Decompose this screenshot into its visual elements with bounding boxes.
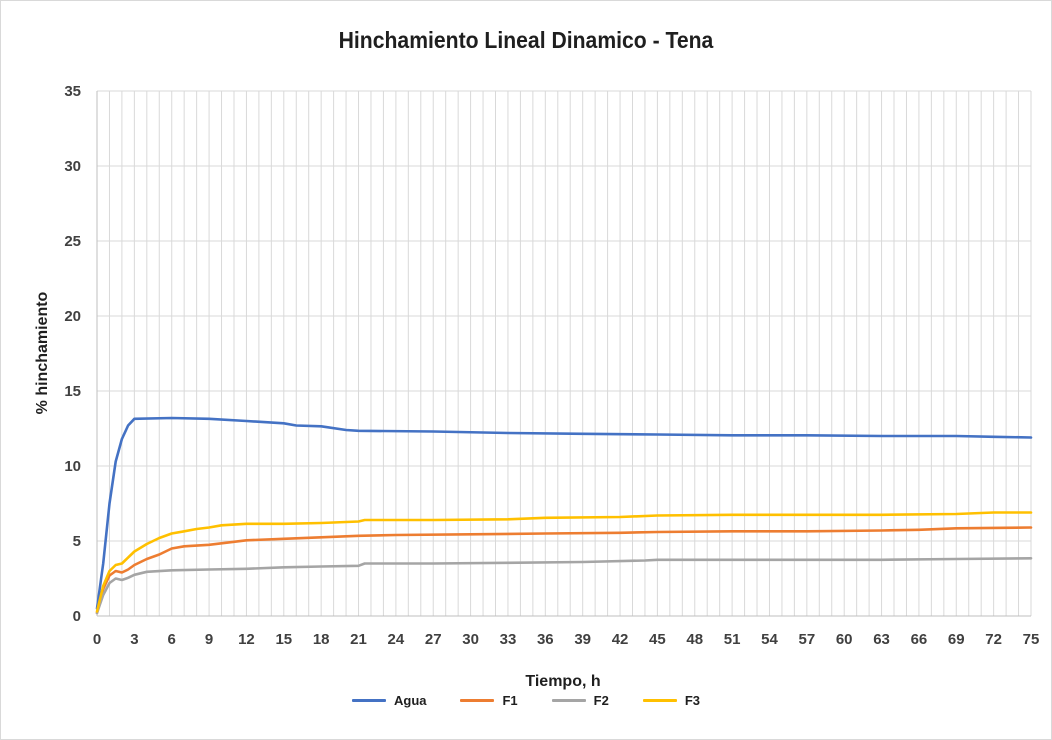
y-tick-label: 35	[64, 83, 81, 100]
tick-labels: 0 3 6 9 12 15 18 21 24 27 30 33 36 39 42 45 48 51 54 57 60 63…	[64, 83, 1039, 648]
series-line-f2	[95, 557, 1033, 615]
y-tick-label: 0	[73, 608, 81, 625]
legend-item-agua: Agua	[351, 693, 427, 708]
x-tick-label: 57	[798, 631, 815, 648]
x-tick-label: 69	[948, 631, 965, 648]
y-tick-label: 25	[64, 233, 81, 250]
legend-swatch	[551, 699, 586, 702]
x-tick-label: 3	[130, 631, 138, 648]
x-tick-label: 6	[168, 631, 176, 648]
y-axis-label: % hinchamiento	[34, 291, 51, 414]
x-tick-label: 18	[313, 631, 330, 648]
x-tick-label: 72	[985, 631, 1002, 648]
chart-title: Hinchamiento Lineal Dinamico - Tena	[338, 27, 714, 53]
x-tick-label: 51	[724, 631, 741, 648]
x-tick-label: 9	[205, 631, 213, 648]
y-tick-label: 15	[64, 383, 81, 400]
x-tick-label: 27	[425, 631, 442, 648]
legend-item-f1: F1	[460, 693, 518, 708]
x-tick-label: 21	[350, 631, 367, 648]
x-tick-label: 39	[574, 631, 591, 648]
grid	[97, 90, 1032, 616]
y-tick-label: 5	[73, 533, 81, 550]
x-tick-label: 60	[836, 631, 853, 648]
series-line-agua	[95, 416, 1033, 610]
x-tick-label: 75	[1023, 631, 1040, 648]
x-tick-label: 15	[275, 631, 292, 648]
x-tick-label: 63	[873, 631, 890, 648]
legend-swatch	[351, 699, 386, 702]
x-tick-label: 0	[93, 631, 101, 648]
series-line-f1	[95, 526, 1033, 615]
x-tick-label: 42	[612, 631, 629, 648]
series-line-f3	[95, 511, 1033, 613]
legend: Agua F1 F2 F3	[1, 693, 1051, 708]
series	[95, 416, 1033, 615]
x-axis-label: Tiempo, h	[525, 673, 600, 690]
x-tick-label: 54	[761, 631, 778, 648]
x-tick-label: 30	[462, 631, 479, 648]
x-tick-label: 48	[686, 631, 703, 648]
axes	[96, 91, 1031, 617]
y-tick-label: 10	[64, 458, 81, 475]
x-tick-label: 45	[649, 631, 666, 648]
legend-swatch	[642, 699, 677, 702]
legend-swatch	[460, 699, 495, 702]
x-tick-label: 33	[500, 631, 517, 648]
legend-label: F3	[684, 693, 700, 708]
y-tick-label: 20	[64, 308, 81, 325]
x-tick-label: 24	[388, 631, 405, 648]
legend-label: Agua	[393, 693, 427, 708]
legend-item-f3: F3	[642, 693, 700, 708]
x-tick-label: 12	[238, 631, 255, 648]
legend-item-f2: F2	[551, 693, 609, 708]
x-tick-label: 36	[537, 631, 554, 648]
y-tick-label: 30	[64, 158, 81, 175]
x-tick-label: 66	[911, 631, 928, 648]
legend-label: F1	[502, 693, 518, 708]
legend-label: F2	[593, 693, 609, 708]
